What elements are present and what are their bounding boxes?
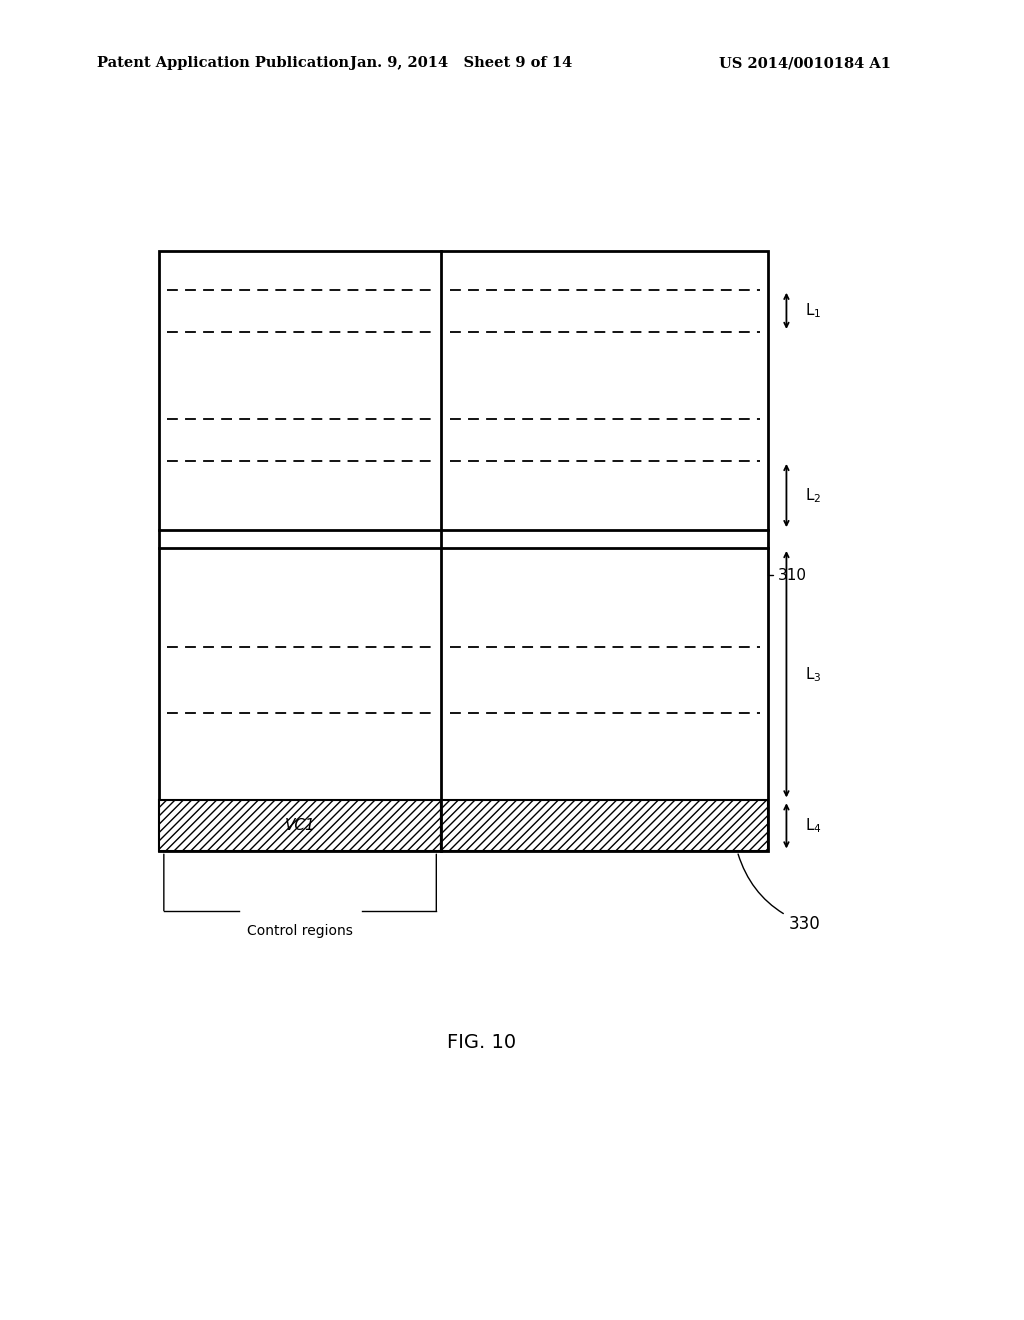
Text: VC1: VC1 <box>285 818 315 833</box>
Text: L$_1$: L$_1$ <box>805 301 821 321</box>
Text: FIG. 10: FIG. 10 <box>446 1034 516 1052</box>
Text: L$_2$: L$_2$ <box>805 486 821 504</box>
Text: 310: 310 <box>768 543 807 583</box>
Text: Patent Application Publication: Patent Application Publication <box>97 57 349 70</box>
Text: L$_4$: L$_4$ <box>805 817 821 836</box>
Bar <box>441 800 768 851</box>
Text: Control regions: Control regions <box>247 924 353 939</box>
Text: L$_3$: L$_3$ <box>805 665 821 684</box>
Text: Jan. 9, 2014   Sheet 9 of 14: Jan. 9, 2014 Sheet 9 of 14 <box>349 57 572 70</box>
Bar <box>159 251 768 851</box>
Text: US 2014/0010184 A1: US 2014/0010184 A1 <box>719 57 891 70</box>
Text: 330: 330 <box>738 854 820 933</box>
Bar <box>159 800 441 851</box>
